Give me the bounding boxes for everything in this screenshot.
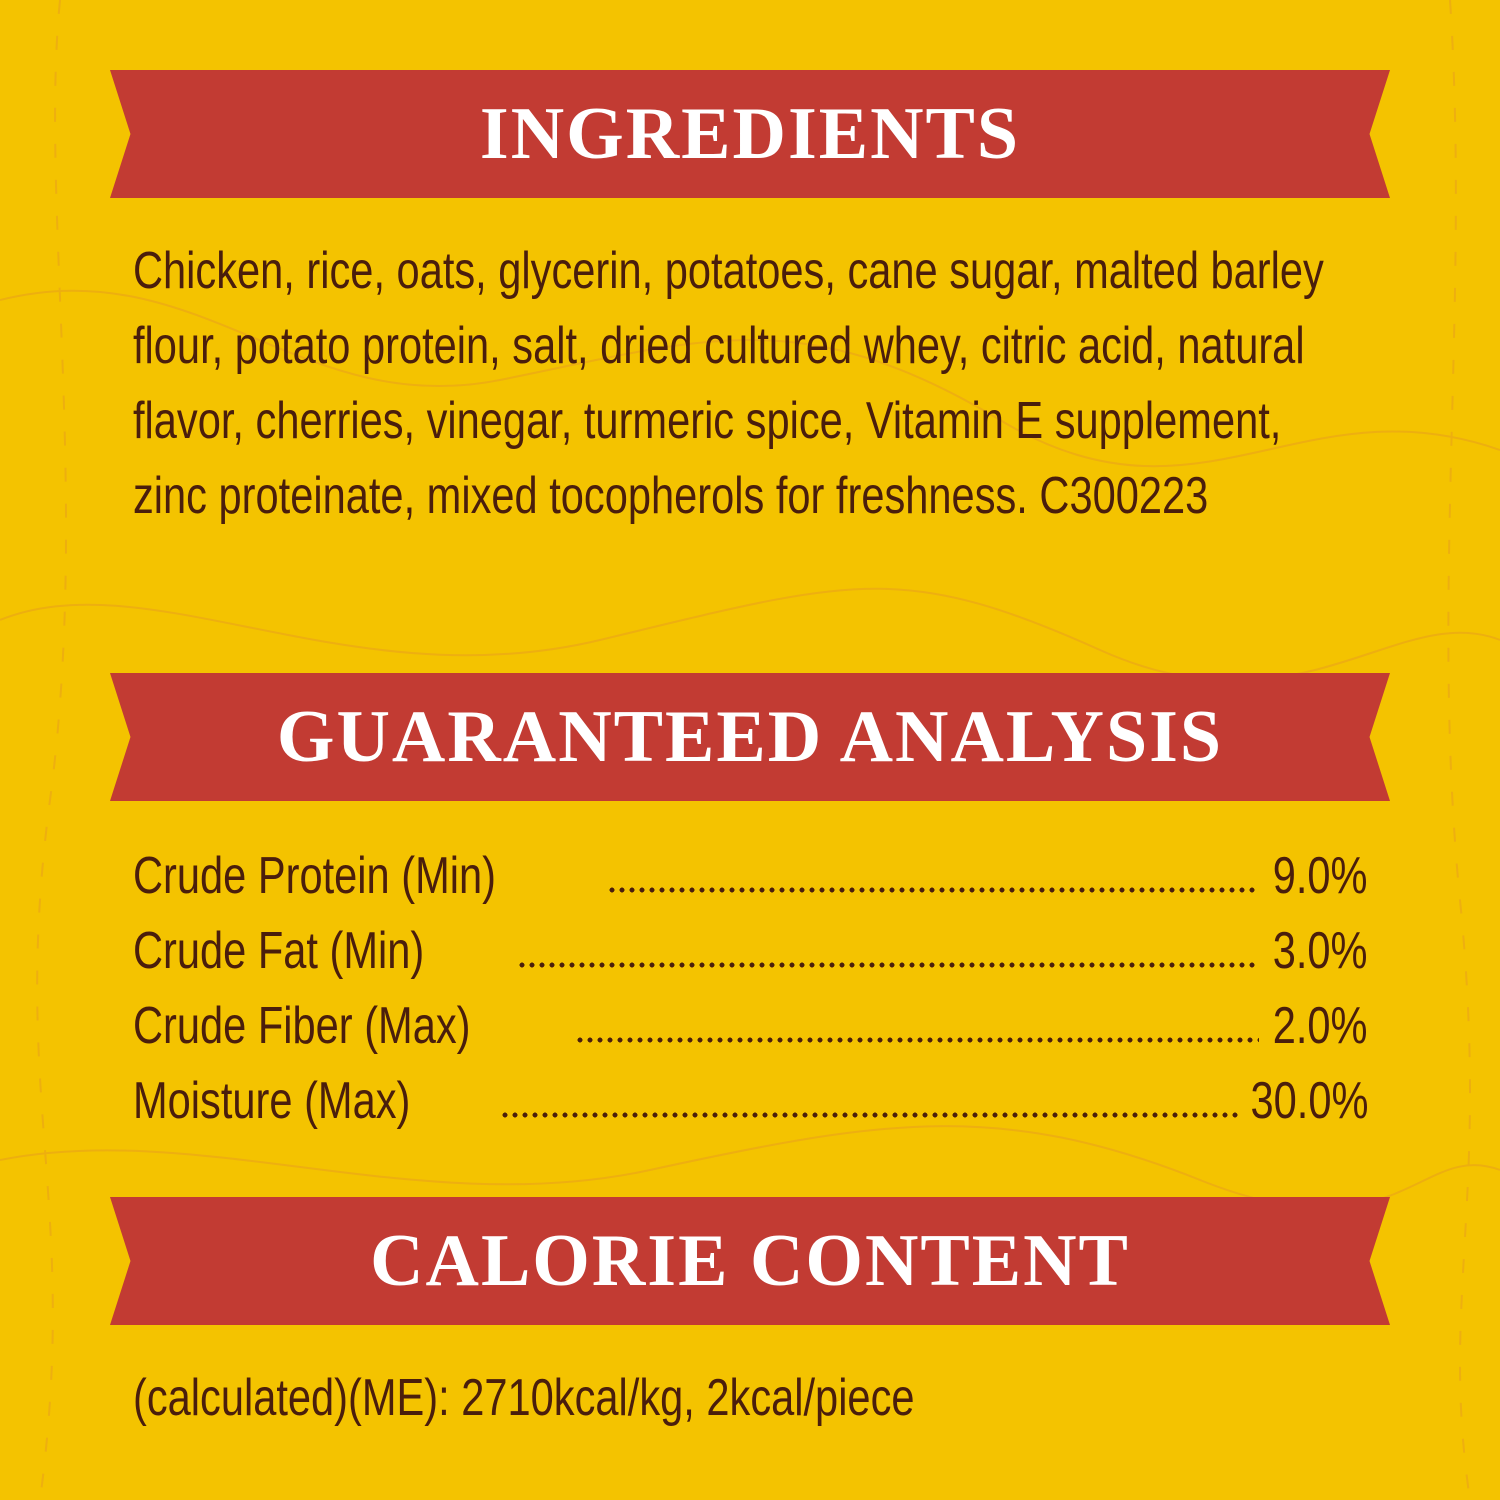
calorie-content-heading: CALORIE CONTENT (370, 1219, 1130, 1302)
ingredients-heading: INGREDIENTS (479, 92, 1021, 175)
dot-leader (499, 1112, 1241, 1118)
analysis-value: 9.0% (1273, 846, 1368, 905)
guaranteed-analysis-heading: GUARANTEED ANALYSIS (276, 695, 1224, 778)
calorie-content-text: (calculated)(ME): 2710kcal/kg, 2kcal/pie… (133, 1369, 915, 1427)
dot-leader (606, 887, 1260, 893)
ingredients-line: flour, potato protein, salt, dried cultu… (133, 317, 1305, 375)
ingredients-line: zinc proteinate, mixed tocopherols for f… (133, 467, 1209, 525)
dot-leader (517, 962, 1260, 968)
ingredients-banner: INGREDIENTS (110, 70, 1390, 198)
analysis-label: Crude Fat (Min) (133, 921, 425, 980)
analysis-row: Crude Fat (Min) 3.0% (133, 913, 1368, 988)
analysis-label: Crude Fiber (Max) (133, 996, 471, 1055)
analysis-label: Moisture (Max) (133, 1071, 411, 1130)
analysis-value: 3.0% (1273, 921, 1368, 980)
guaranteed-analysis-banner: GUARANTEED ANALYSIS (110, 673, 1390, 801)
ingredients-line: Chicken, rice, oats, glycerin, potatoes,… (133, 242, 1324, 300)
analysis-value: 2.0% (1273, 996, 1368, 1055)
analysis-label: Crude Protein (Min) (133, 846, 496, 905)
analysis-row: Moisture (Max) 30.0% (133, 1063, 1368, 1138)
ingredients-line: flavor, cherries, vinegar, turmeric spic… (133, 392, 1282, 450)
calorie-content-banner: CALORIE CONTENT (110, 1197, 1390, 1325)
analysis-value: 30.0% (1250, 1071, 1368, 1130)
dot-leader (574, 1037, 1260, 1043)
analysis-row: Crude Protein (Min) 9.0% (133, 838, 1368, 913)
analysis-row: Crude Fiber (Max) 2.0% (133, 988, 1368, 1063)
